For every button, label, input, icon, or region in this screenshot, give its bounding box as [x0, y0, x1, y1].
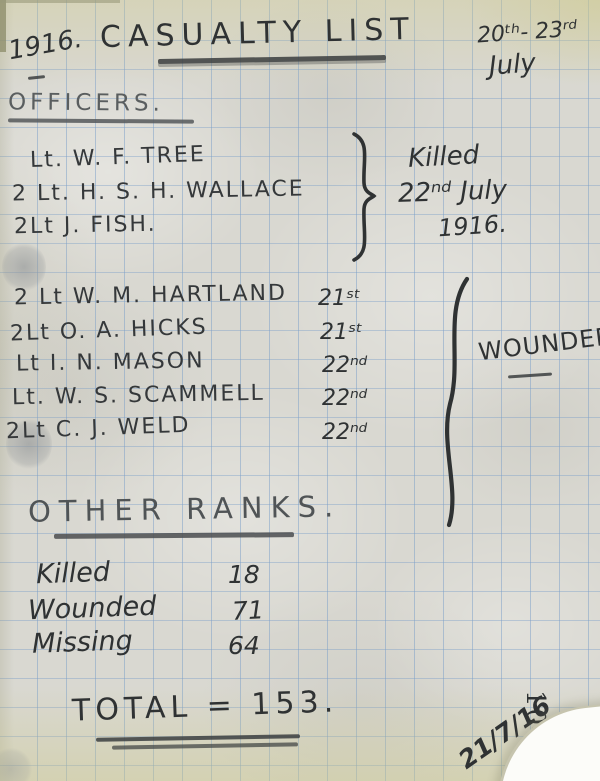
killed-officer-name: Lt. W. F. TREE	[29, 141, 207, 174]
other-ranks-value: 71	[231, 595, 265, 626]
killed-year: 1916.	[437, 209, 508, 243]
killed-status-label: Killed	[407, 140, 480, 174]
year-note: 1916.	[5, 23, 85, 67]
total-line: TOTAL = 153.	[71, 684, 339, 729]
wounded-officer-date: 22ⁿᵈ	[322, 353, 368, 378]
other-ranks-underline	[53, 532, 295, 539]
title-underline	[157, 55, 387, 64]
wounded-officer-date: 21ˢᵗ	[320, 320, 363, 345]
wounded-underline	[507, 372, 553, 379]
top-edge-shadow	[0, 0, 120, 3]
total-underline-1	[95, 734, 301, 742]
total-underline-2	[111, 742, 299, 750]
officers-underline	[7, 118, 195, 124]
killed-brace	[352, 132, 377, 262]
other-ranks-label: Missing	[31, 625, 134, 660]
header-date-range: 20ᵗʰ- 23ʳᵈ	[476, 16, 579, 49]
killed-officer-name: 2Lt J. FISH.	[13, 211, 157, 240]
other-ranks-label: Killed	[35, 556, 111, 591]
wounded-brace	[445, 276, 470, 528]
officers-heading: OFFICERS.	[7, 89, 164, 117]
other-ranks-value: 64	[228, 631, 260, 660]
left-edge-shadow	[0, 0, 6, 52]
wounded-officer-date: 22ⁿᵈ	[322, 386, 368, 411]
wounded-status-label: WOUNDED	[476, 321, 600, 367]
year-underline	[27, 75, 46, 80]
wounded-officer-name: 2Lt C. J. WELD	[5, 412, 191, 445]
page-title: CASUALTY LIST	[99, 11, 417, 56]
wounded-officer-name: Lt I. N. MASON	[15, 348, 205, 377]
wounded-officer-name: 2Lt O. A. HICKS	[9, 314, 209, 347]
wounded-officer-date: 21ˢᵗ	[318, 286, 361, 311]
killed-officer-name: 2 Lt. H. S. H. WALLACE	[11, 176, 305, 207]
killed-date: 22ⁿᵈ July	[397, 175, 508, 209]
wounded-officer-date: 22ⁿᵈ	[322, 420, 368, 445]
other-ranks-heading: OTHER RANKS.	[27, 489, 342, 529]
wounded-officer-name: Lt. W. S. SCAMMELL	[11, 380, 265, 411]
wounded-officer-name: 2 Lt W. M. HARTLAND	[13, 280, 288, 311]
header-date-month: July	[488, 48, 537, 82]
paper-stain	[0, 748, 32, 781]
other-ranks-label: Wounded	[27, 590, 157, 627]
other-ranks-value: 18	[228, 560, 260, 589]
